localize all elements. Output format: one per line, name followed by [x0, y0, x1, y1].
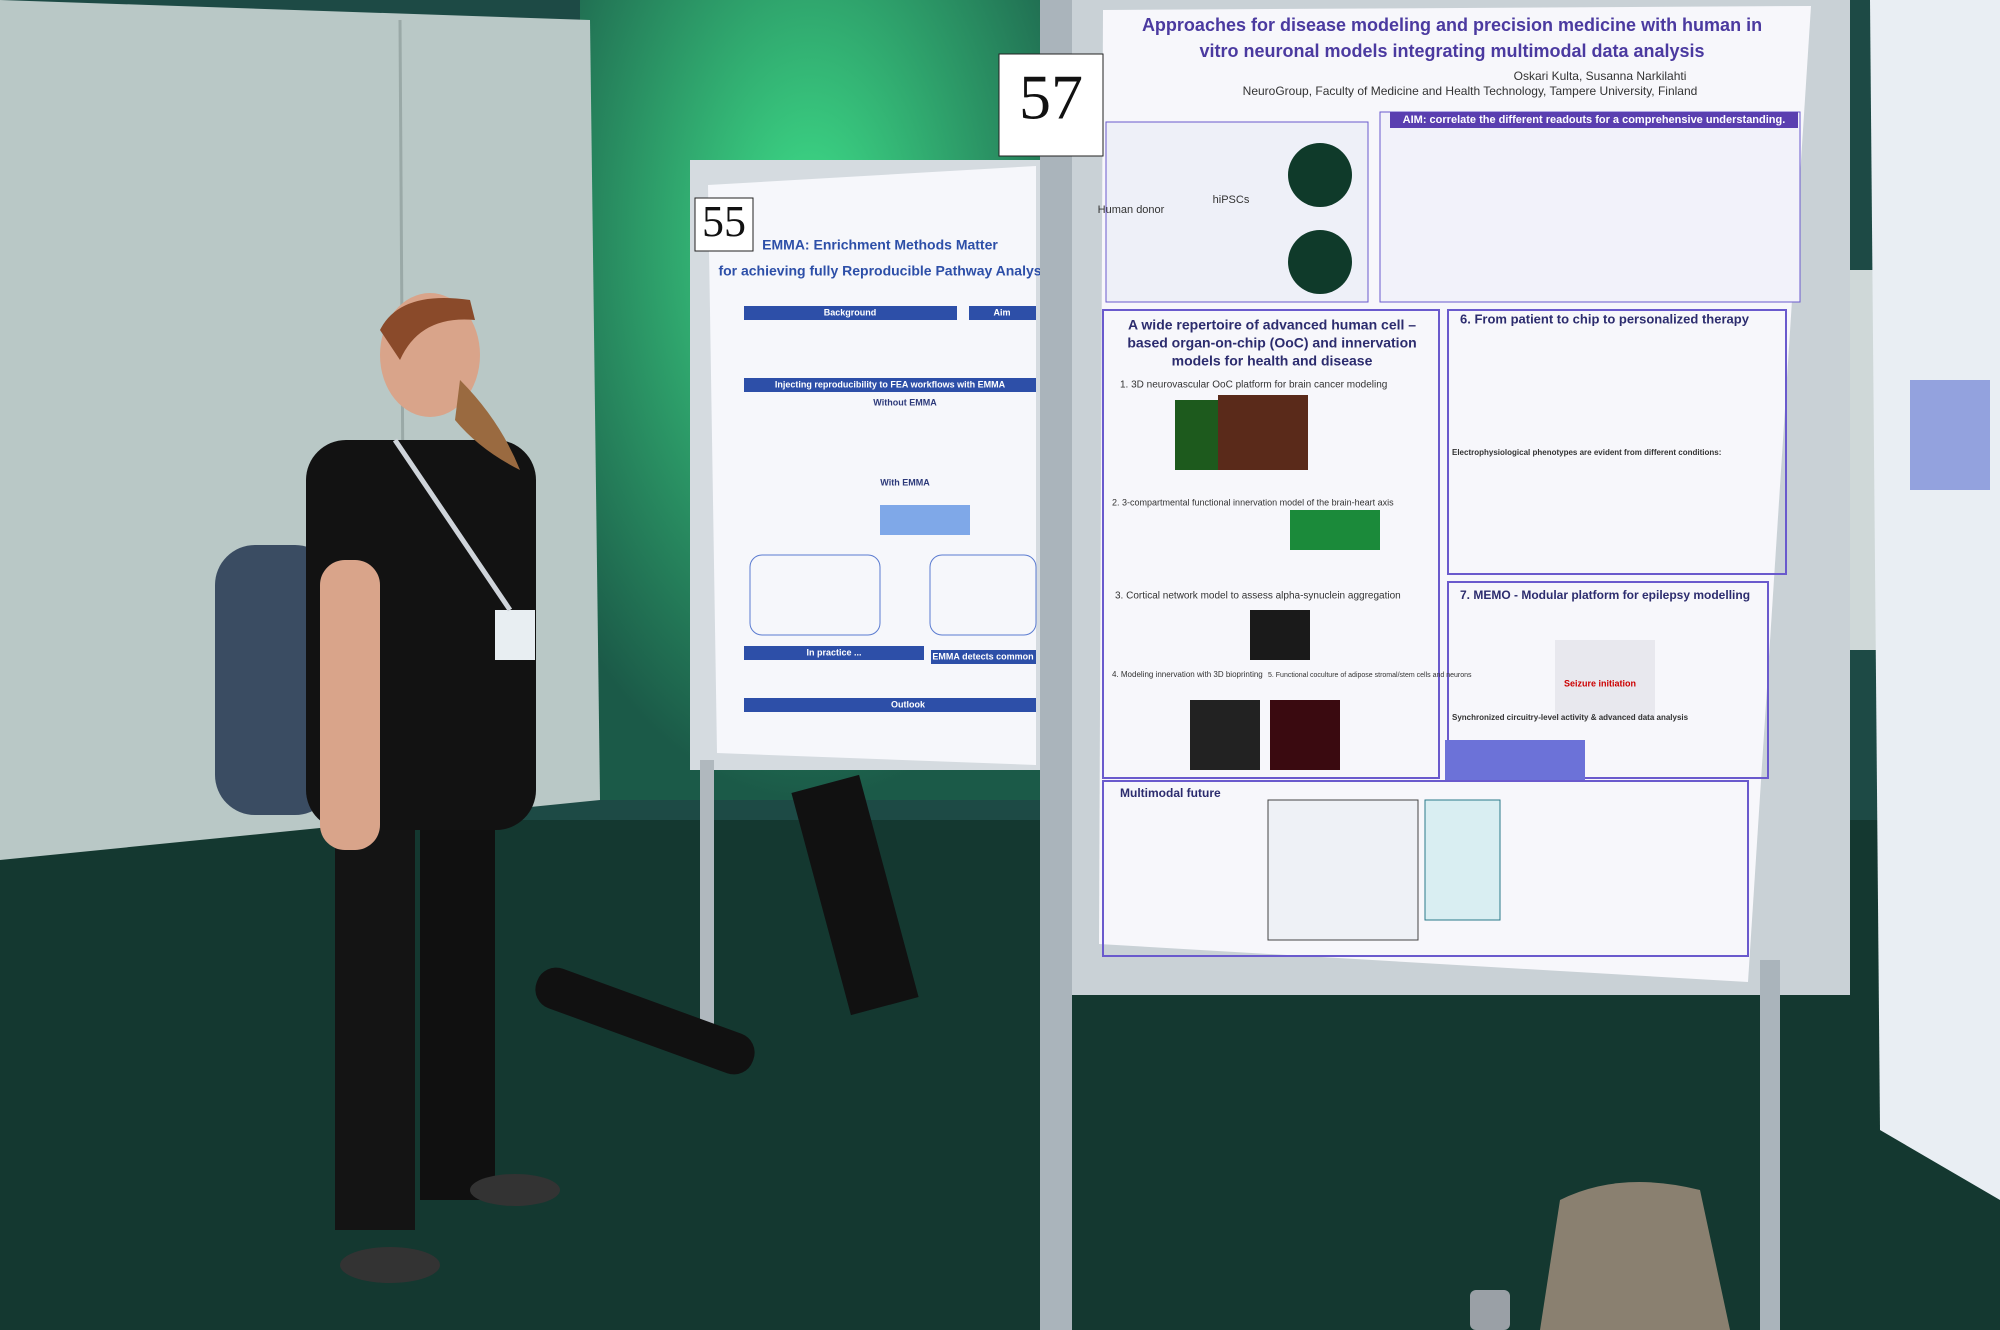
poster-55 [708, 166, 1036, 765]
poster-number: 55 [702, 197, 746, 246]
heatmap [1445, 740, 1585, 780]
arm [320, 560, 380, 850]
leg [420, 800, 495, 1200]
poster-title: EMMA: Enrichment Methods Matter [762, 237, 998, 253]
person [215, 293, 560, 1283]
heading-bar [744, 646, 924, 660]
poster-number: 57 [1019, 62, 1083, 133]
section-heading: 4. Modeling innervation with 3D bioprint… [1112, 670, 1263, 679]
leg [335, 800, 415, 1230]
badge [495, 610, 535, 660]
section-box [1102, 309, 1440, 779]
micrograph [1270, 700, 1340, 770]
aim: AIM: correlate the different readouts fo… [1403, 114, 1786, 126]
section-heading: 7. MEMO - Modular platform for epilepsy … [1460, 588, 1750, 602]
section-heading: Background [824, 307, 877, 317]
section-heading: With EMMA [880, 477, 930, 487]
section-heading: Injecting reproducibility to FEA workflo… [775, 379, 1006, 389]
shoe [470, 1174, 560, 1206]
diagram-label: Human donor [1098, 204, 1165, 216]
micrograph [1290, 510, 1380, 550]
section-heading: models for health and disease [1172, 353, 1373, 369]
neuron-image [1288, 143, 1352, 207]
backpack [215, 545, 335, 815]
section-heading: A wide repertoire of advanced human cell… [1128, 317, 1416, 333]
heading-bar [931, 650, 1036, 664]
diagram-box [749, 554, 881, 636]
section-heading: Aim [993, 307, 1010, 317]
section-heading: Multimodal future [1120, 786, 1221, 800]
table [1267, 799, 1419, 941]
board-leg [1760, 960, 1780, 1330]
micrograph [1250, 610, 1310, 660]
heading-bar [744, 698, 1036, 712]
section-box [1379, 111, 1801, 303]
section-heading: EMMA detects common [932, 651, 1033, 661]
section-heading: Electrophysiological phenotypes are evid… [1452, 448, 1721, 457]
chart-image [1910, 380, 1990, 490]
section-heading: 6. From patient to chip to personalized … [1460, 311, 1750, 326]
section-heading: 1. 3D neurovascular OoC platform for bra… [1120, 380, 1387, 391]
poster-title: Approaches for disease modeling and prec… [1142, 15, 1762, 35]
section-heading: Without EMMA [873, 397, 937, 407]
diagram-label: hiPSCs [1213, 194, 1250, 206]
micrograph [1218, 395, 1308, 470]
poster-right [1870, 0, 2000, 1200]
section-heading: based organ-on-chip (OoC) and innervatio… [1127, 335, 1416, 351]
heading-bar [744, 378, 1036, 392]
section-heading: Outlook [891, 699, 926, 709]
section-box [1102, 780, 1749, 957]
section-heading: In practice ... [806, 647, 861, 657]
aim-bar [1390, 112, 1798, 128]
affiliation: NeuroGroup, Faculty of Medicine and Heal… [1243, 84, 1698, 98]
beard [455, 380, 520, 470]
info-box [1424, 799, 1501, 921]
section-heading: 5. Functional coculture of adipose strom… [1268, 672, 1472, 679]
number-card [998, 53, 1104, 157]
neuron-image [1288, 230, 1352, 294]
board-leg [700, 760, 714, 1030]
poster-title: vitro neuronal models integrating multim… [1199, 41, 1704, 61]
poster-tube [535, 967, 755, 1075]
schematic [1555, 640, 1655, 720]
poster-tube [791, 774, 919, 1016]
poster-title: for achieving fully Reproducible Pathway… [718, 263, 1041, 279]
bag [1540, 1182, 1730, 1330]
diagram-label: Seizure initiation [1564, 678, 1636, 688]
section-heading: 3. Cortical network model to assess alph… [1115, 591, 1401, 602]
heading-bar [744, 306, 957, 320]
shoe [340, 1247, 440, 1283]
section-heading: Synchronized circuitry-level activity & … [1452, 713, 1689, 722]
diagram-box [929, 554, 1037, 636]
section-box [1447, 309, 1787, 575]
section-box [1447, 581, 1769, 779]
heading-bar [969, 306, 1036, 320]
micrograph [1190, 700, 1260, 770]
lanyard [392, 438, 513, 612]
diagram-box [880, 505, 970, 535]
authors: Oskari Kulta, Susanna Narkilahti [1514, 69, 1687, 83]
board-leg [1040, 0, 1072, 1330]
bottle [1470, 1290, 1510, 1330]
hair [380, 298, 475, 360]
section-heading: 2. 3-compartmental functional innervatio… [1112, 497, 1394, 507]
number-card [694, 197, 754, 252]
